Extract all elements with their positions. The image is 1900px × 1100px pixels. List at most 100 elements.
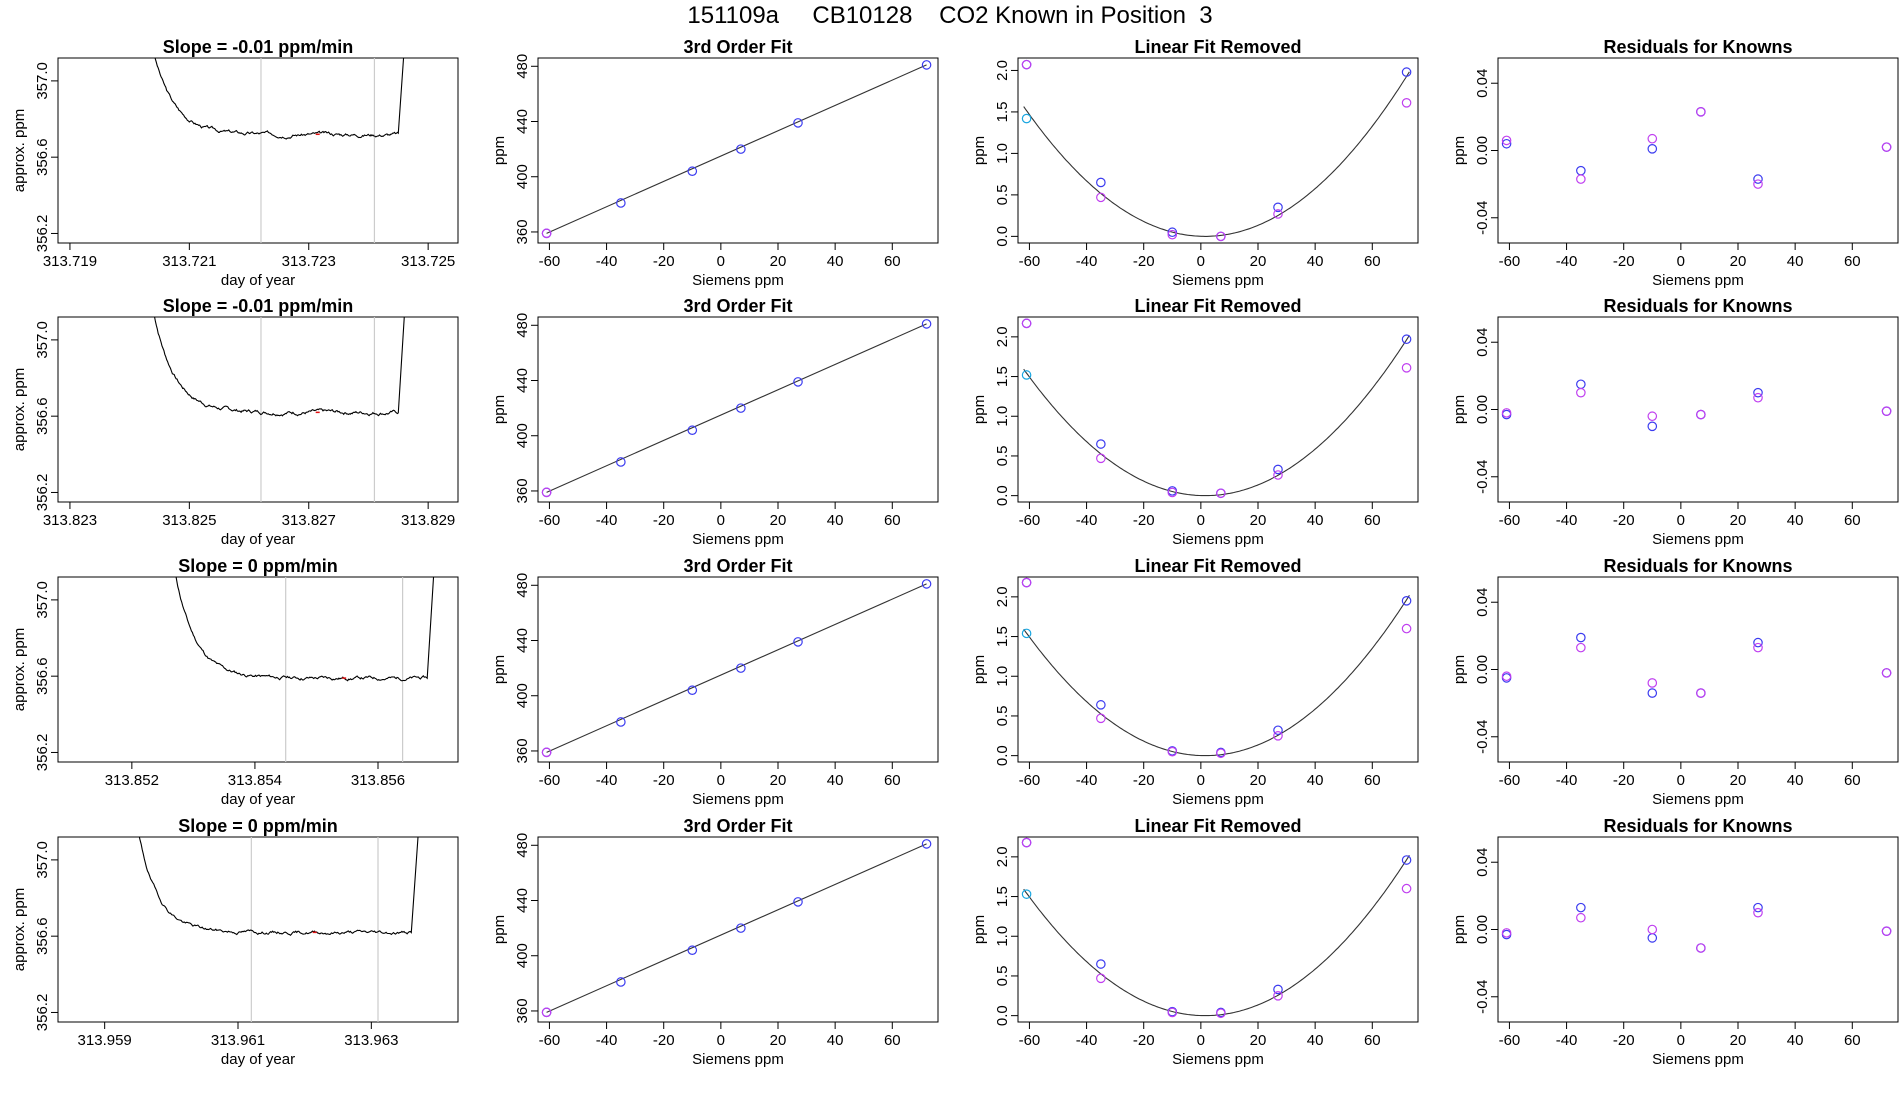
data-point-references — [1167, 487, 1178, 498]
x-tick-label: -20 — [1133, 1032, 1155, 1049]
panel-3-1: Slope = 0 ppm/min 313.852 313.854 313.856 da… — [11, 556, 459, 808]
y-tick-label: 360 — [514, 219, 531, 244]
data-point-references — [1647, 924, 1658, 935]
y-axis-label: ppm — [1451, 395, 1468, 424]
data-point-references — [1576, 387, 1586, 398]
data-point-references — [541, 747, 552, 758]
x-tick-label: -60 — [1499, 772, 1521, 789]
panel-title: Linear Fit Removed — [1134, 37, 1301, 57]
x-tick-label: -40 — [596, 253, 618, 270]
panel-4-3: Linear Fit Removed -60 -40 -20 0 20 40 60 Siemen… — [971, 816, 1419, 1068]
data-point-references — [1401, 97, 1412, 108]
data-point-knowns — [793, 897, 803, 907]
data-point-knowns — [1647, 421, 1658, 432]
data-point-knowns — [1096, 700, 1106, 710]
plot-frame — [1497, 576, 1899, 763]
x-tick-label: 40 — [827, 1032, 844, 1049]
x-tick-label: 313.856 — [351, 772, 405, 789]
panel-title: Residuals for Knowns — [1603, 37, 1792, 57]
x-tick-label: 60 — [1364, 512, 1381, 529]
panel-title: Linear Fit Removed — [1134, 556, 1301, 576]
y-tick-label: -0.04 — [1474, 460, 1491, 494]
data-point-knowns — [1096, 177, 1106, 188]
data-point-knowns — [793, 637, 803, 647]
plot-area — [154, 317, 405, 502]
data-point-references — [541, 228, 552, 239]
data-point-references — [1753, 392, 1763, 403]
y-tick-label: 1.0 — [994, 666, 1011, 687]
x-axis-label: Siemens ppm — [1172, 531, 1264, 548]
y-axis-label: ppm — [1451, 136, 1468, 165]
y-tick-label: 1.0 — [994, 406, 1011, 427]
data-point-references — [1273, 470, 1283, 480]
panel-2-1: Slope = -0.01 ppm/min 313.823 313.825 313.8… — [11, 296, 459, 548]
y-tick-label: 480 — [514, 54, 531, 79]
data-point-knowns — [616, 977, 626, 987]
data-point-knowns — [1576, 902, 1586, 913]
x-tick-label: -20 — [653, 1032, 675, 1049]
x-tick-label: -40 — [596, 772, 618, 789]
x-axis-label: day of year — [221, 791, 295, 808]
trace-line — [154, 58, 405, 140]
data-point-references — [541, 1007, 552, 1018]
panel-4-4: Residuals for Knowns -60 -40 -20 0 20 40 60 Siem… — [1451, 816, 1899, 1068]
data-point-knowns — [1647, 144, 1658, 154]
x-tick-label: -60 — [539, 1032, 561, 1049]
x-tick-label: 40 — [1787, 253, 1804, 270]
y-tick-label: 0.04 — [1474, 69, 1491, 98]
x-tick-label: 0 — [1677, 1032, 1685, 1049]
x-tick-label: 0 — [717, 772, 725, 789]
panel-title: Slope = 0 ppm/min — [178, 556, 338, 576]
y-axis-label: ppm — [491, 915, 508, 944]
data-point-references — [1216, 1008, 1226, 1019]
y-tick-label: 0.04 — [1474, 328, 1491, 357]
plot-frame — [1017, 316, 1419, 503]
panel-4-1: Slope = 0 ppm/min 313.959 313.961 313.963 da… — [11, 816, 459, 1068]
x-tick-label: 40 — [1307, 512, 1324, 529]
y-tick-label: 1.5 — [994, 366, 1011, 387]
x-tick-label: 20 — [1250, 772, 1267, 789]
data-point-knowns — [1401, 855, 1412, 865]
x-tick-label: -20 — [653, 253, 675, 270]
x-tick-label: 0 — [1677, 512, 1685, 529]
x-tick-label: 60 — [1844, 512, 1861, 529]
data-point-knowns — [687, 685, 698, 696]
y-tick-label: 357.0 — [34, 841, 51, 879]
x-tick-label: -40 — [596, 1032, 618, 1049]
data-point-knowns — [1096, 439, 1106, 449]
y-tick-label: 480 — [514, 313, 531, 338]
y-tick-label: 357.0 — [34, 581, 51, 619]
x-tick-label: 313.721 — [162, 253, 216, 270]
data-point-references — [1096, 192, 1106, 203]
y-tick-label: -0.04 — [1474, 720, 1491, 754]
data-point-knowns — [1576, 165, 1586, 176]
x-tick-label: 20 — [1730, 772, 1747, 789]
data-point-knowns — [687, 945, 698, 956]
fit-curve — [1023, 595, 1410, 757]
data-point-references — [1273, 730, 1283, 741]
panel-title: 3rd Order Fit — [683, 556, 792, 576]
data-point-references — [1647, 133, 1658, 144]
data-point-references — [1501, 135, 1512, 146]
data-point-knowns — [1167, 227, 1178, 238]
data-point-knowns — [1273, 984, 1283, 995]
x-tick-label: 60 — [884, 253, 901, 270]
y-axis-label: approx. ppm — [11, 109, 28, 192]
y-axis-label: approx. ppm — [11, 368, 28, 451]
plot-frame — [1497, 836, 1899, 1023]
y-tick-label: 356.2 — [34, 994, 51, 1032]
data-point-references — [1753, 642, 1763, 653]
y-tick-label: 356.2 — [34, 734, 51, 772]
x-tick-label: 20 — [1730, 1032, 1747, 1049]
x-tick-label: 60 — [1844, 772, 1861, 789]
y-tick-label: 356.2 — [34, 474, 51, 512]
panel-1-1: Slope = -0.01 ppm/min 313.719 313.721 313.7… — [11, 37, 459, 289]
data-point-knowns — [1647, 688, 1658, 698]
data-point-references — [1021, 577, 1032, 588]
y-axis-label: ppm — [491, 395, 508, 424]
x-tick-label: 0 — [1197, 772, 1205, 789]
data-point-references — [1501, 928, 1512, 938]
panel-title: 3rd Order Fit — [683, 37, 792, 57]
